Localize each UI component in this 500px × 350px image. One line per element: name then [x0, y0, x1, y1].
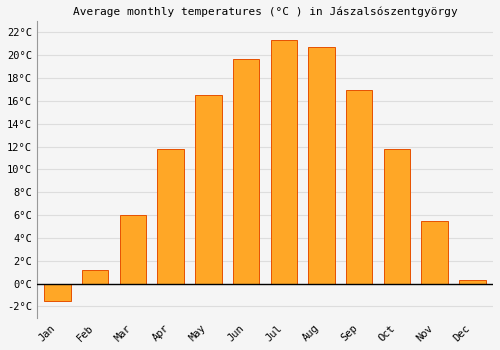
Bar — [44, 284, 70, 301]
Title: Average monthly temperatures (°C ) in Jászalsószentgyörgy: Average monthly temperatures (°C ) in Já… — [72, 7, 458, 18]
Bar — [195, 95, 222, 284]
Bar — [459, 280, 485, 284]
Bar — [384, 149, 410, 284]
Bar — [233, 59, 260, 284]
Bar — [82, 270, 108, 284]
Bar — [422, 221, 448, 284]
Bar — [346, 90, 372, 284]
Bar — [270, 40, 297, 284]
Bar — [308, 47, 334, 284]
Bar — [158, 149, 184, 284]
Bar — [120, 215, 146, 284]
